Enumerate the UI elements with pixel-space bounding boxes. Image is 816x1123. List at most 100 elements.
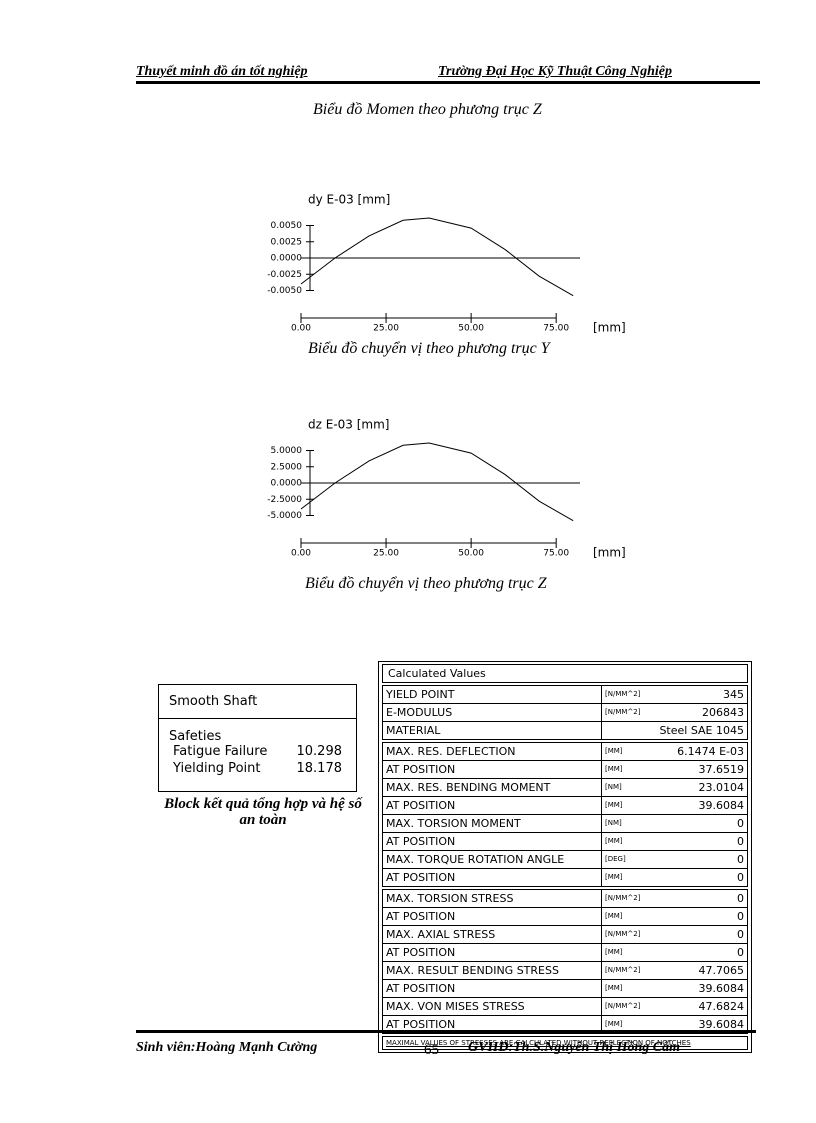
table-row: MAX. RES. BENDING MOMENT [NM] 23.0104 (383, 779, 747, 797)
x-tick-label: 50.00 (458, 324, 484, 334)
shaft-label: Yielding Point (173, 761, 261, 776)
caption: Biểu đồ chuyển vị theo phương trục Z (305, 575, 547, 592)
cell-unit: [MM] (605, 1020, 623, 1028)
line (300, 217, 574, 297)
table-row: YIELD POINT [N/MM^2] 345 (383, 686, 747, 704)
y-tick-label: 2.5000 (271, 462, 303, 472)
table-row: MAX. RES. DEFLECTION [MM] 6.1474 E-03 (383, 743, 747, 761)
shaft-value: 18.178 (296, 761, 343, 776)
y-tick-label: 0.0025 (271, 237, 303, 247)
cell-unit: [N/MM^2] (605, 894, 641, 902)
cell-label: MAX. RESULT BENDING STRESS (383, 962, 602, 979)
table-row: MAX. TORSION STRESS [N/MM^2] 0 (383, 890, 747, 908)
cell-value: 0 (737, 910, 744, 923)
cell-value: Steel SAE 1045 (659, 724, 744, 737)
y-tick-label: 5.0000 (271, 446, 303, 456)
cell-unit: [MM] (605, 873, 623, 881)
cell-value: 0 (737, 892, 744, 905)
cell-value: 206843 (702, 706, 744, 719)
table-group: MAX. TORSION STRESS [N/MM^2] 0 AT POSITION[… (382, 889, 748, 1034)
y-tick-label: -2.5000 (267, 495, 302, 505)
table-row: AT POSITION [MM] 39.6084 (383, 797, 747, 815)
cell-value: 0 (737, 817, 744, 830)
cell-value: 39.6084 (698, 799, 745, 812)
x-tick-label: 25.00 (373, 549, 399, 559)
header-left: Thuyết minh đồ án tốt nghiệp (136, 64, 308, 79)
x-axis-label: [mm] (593, 546, 626, 560)
cell-label: AT POSITION (383, 908, 602, 925)
cell-label: MAX. AXIAL STRESS (383, 926, 602, 943)
cell-unit: [MM] (605, 948, 623, 956)
header-rule (136, 81, 760, 84)
y-tick-label: 0.0000 (271, 254, 303, 264)
table-row: MAX. VON MISES STRESS [N/MM^2] 47.6824 (383, 998, 747, 1016)
x-axis-label: [mm] (593, 321, 626, 335)
x-tick-label: 75.00 (543, 324, 569, 334)
cell-value: 0 (737, 928, 744, 941)
cell-label: AT POSITION (383, 869, 602, 886)
shaft-caption: Block kết quả tổng hợp và hệ số an toàn (164, 796, 362, 828)
cell-unit: [MM] (605, 984, 623, 992)
y-tick-label: 0.0050 (271, 221, 303, 231)
cell-unit: [MM] (605, 912, 623, 920)
cell-label: AT POSITION (383, 980, 602, 997)
cell-label: MAX. TORQUE ROTATION ANGLE (383, 851, 602, 868)
page-number: 65 (424, 1042, 439, 1058)
cell-unit: [N/MM^2] (605, 708, 641, 716)
cell-value: 0 (737, 871, 744, 884)
table-note: MAXIMAL VALUES OF STRESSES ARE CALCULATE… (382, 1036, 748, 1050)
cell-unit: [NM] (605, 783, 622, 791)
y-tick-label: -5.0000 (267, 511, 302, 521)
cell-value: 39.6084 (698, 982, 745, 995)
cell-unit: [MM] (605, 765, 623, 773)
y-axis-label: dz E-03 [mm] (308, 418, 389, 432)
shaft-block: Smooth Shaft Safeties Fatigue Failure 10.… (158, 684, 357, 792)
cell-label: MATERIAL (383, 722, 602, 739)
cell-label: AT POSITION (383, 833, 602, 850)
table-row: MATERIAL Steel SAE 1045 (383, 722, 747, 739)
y-tick-label: -0.0050 (267, 286, 302, 296)
cell-value: 0 (737, 853, 744, 866)
table-row: AT POSITION [MM] 39.6084 (383, 1016, 747, 1033)
cell-value: 47.7065 (698, 964, 745, 977)
x-tick-label: 75.00 (543, 549, 569, 559)
x-tick-label: 25.00 (373, 324, 399, 334)
cell-value: 0 (737, 835, 744, 848)
cell-unit: [N/MM^2] (605, 966, 641, 974)
cell-value: 37.6519 (698, 763, 745, 776)
table-row: MAX. AXIAL STRESS [N/MM^2] 0 (383, 926, 747, 944)
table-title: Calculated Values (382, 664, 748, 683)
cell-unit: [MM] (605, 837, 623, 845)
cell-unit: [DEG] (605, 855, 626, 863)
table-row: E-MODULUS [N/MM^2] 206843 (383, 704, 747, 722)
cell-unit: [MM] (605, 747, 623, 755)
cell-unit: [N/MM^2] (605, 690, 641, 698)
footer-left: Sinh viên:Hoàng Mạnh Cường (136, 1040, 318, 1055)
cell-value: 39.6084 (698, 1018, 745, 1031)
cell-value: 345 (723, 688, 744, 701)
table-row: AT POSITION [MM] 39.6084 (383, 980, 747, 998)
caption: Biểu đồ chuyển vị theo phương trục Y (308, 340, 550, 357)
results-table: Calculated Values YIELD POINT [N/MM^2] 345… (378, 661, 752, 1053)
y-tick-label: 0.0000 (271, 479, 303, 489)
cell-label: MAX. TORSION STRESS (383, 890, 602, 907)
shaft-row: Fatigue Failure 10.298 (173, 744, 342, 761)
cell-label: AT POSITION (383, 797, 602, 814)
cell-unit: [N/MM^2] (605, 1002, 641, 1010)
cell-unit (602, 722, 655, 739)
cell-label: MAX. TORSION MOMENT (383, 815, 602, 832)
shaft-title: Smooth Shaft (159, 685, 356, 719)
cell-label: AT POSITION (383, 761, 602, 778)
table-group: YIELD POINT [N/MM^2] 345 E-MODULUS [N/MM^2] 2… (382, 685, 748, 740)
table-row: MAX. TORSION MOMENT [NM] 0 (383, 815, 747, 833)
cell-label: AT POSITION (383, 1016, 602, 1033)
chart: dy E-03 [mm] 0.0050 0.0025 0.0000 -0.0025 -0.… (267, 193, 626, 335)
chart: dz E-03 [mm] 5.0000 2.5000 0.0000 -2.5000 -5.… (267, 418, 626, 560)
y-tick-label: -0.0025 (267, 270, 302, 280)
table-row: AT POSITION [MM] 0 (383, 869, 747, 886)
cell-unit: [N/MM^2] (605, 930, 641, 938)
cell-value: 0 (737, 946, 744, 959)
table-row: AT POSITION [MM] 0 (383, 944, 747, 962)
cell-unit: [NM] (605, 819, 622, 827)
cell-label: AT POSITION (383, 944, 602, 961)
